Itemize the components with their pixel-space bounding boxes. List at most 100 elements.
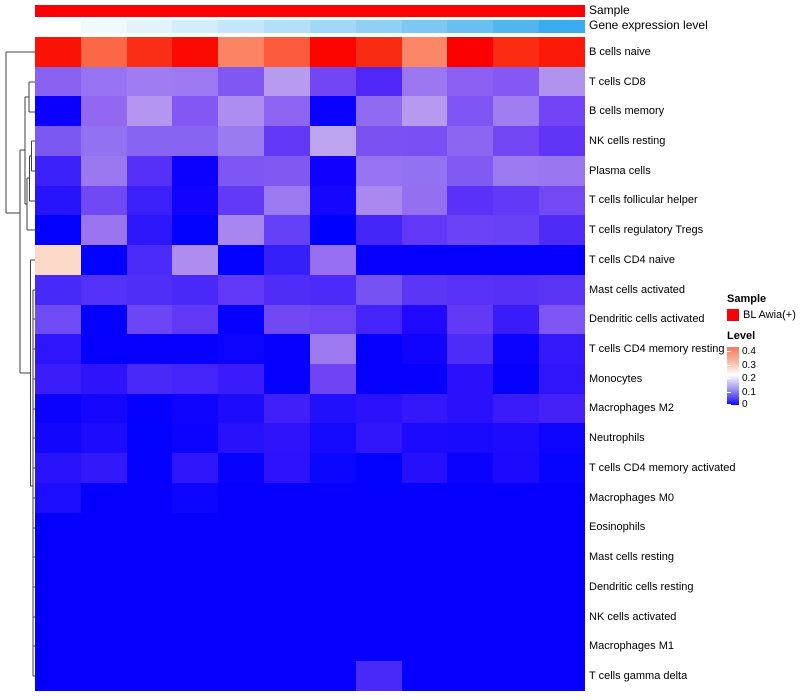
heatmap-cell [355, 572, 402, 602]
heatmap-cell [172, 126, 219, 156]
heatmap-cell [80, 304, 127, 335]
heatmap-cell [355, 423, 402, 454]
heatmap-cell [309, 126, 356, 156]
heatmap-cell [493, 601, 540, 632]
heatmap-cell [493, 542, 540, 573]
heatmap-cell [493, 37, 540, 67]
heatmap-cell [35, 334, 81, 364]
heatmap-cell [264, 215, 310, 246]
gene-annotation-step [218, 20, 265, 33]
heatmap-cell [126, 185, 173, 216]
row-label: T cells CD8 [589, 75, 646, 88]
heatmap-cell [126, 304, 173, 335]
heatmap-cell [126, 274, 173, 305]
row-label: Eosinophils [589, 521, 646, 534]
heatmap-cell [355, 661, 402, 691]
heatmap-cell [126, 126, 173, 156]
heatmap-cell [401, 661, 448, 691]
heatmap-cell [355, 453, 402, 483]
heatmap-cell [309, 363, 356, 394]
heatmap-cell [447, 274, 494, 305]
heatmap-cell [35, 572, 81, 602]
heatmap-cell [309, 542, 356, 573]
heatmap-cell [493, 185, 540, 216]
heatmap-cell [35, 126, 81, 156]
heatmap-cell [172, 423, 219, 454]
heatmap-cell [355, 482, 402, 513]
heatmap-cell [447, 542, 494, 573]
heatmap-cell [309, 155, 356, 186]
heatmap-cell [493, 245, 540, 275]
row-label: Macrophages M0 [589, 491, 674, 504]
heatmap-cell [264, 423, 310, 454]
level-tick-dash [727, 391, 731, 393]
heatmap-cell [355, 185, 402, 216]
sample-legend-swatch [727, 309, 739, 321]
heatmap-cell [539, 185, 585, 216]
heatmap-cell [309, 601, 356, 632]
heatmap-cell [126, 423, 173, 454]
heatmap-cell [355, 393, 402, 424]
heatmap-cell [126, 155, 173, 186]
sample-annotation-label: Sample [589, 3, 630, 17]
heatmap-cell [218, 96, 265, 127]
heatmap-cell [447, 37, 494, 67]
gene-annotation-step [172, 20, 219, 33]
heatmap-cell [126, 572, 173, 602]
heatmap-cell [35, 393, 81, 424]
heatmap-cell [309, 96, 356, 127]
heatmap-cell [218, 185, 265, 216]
row-label: T cells follicular helper [589, 194, 698, 207]
heatmap-cell [355, 363, 402, 394]
heatmap-cell [539, 572, 585, 602]
heatmap-cell [80, 96, 127, 127]
heatmap-cell [126, 66, 173, 97]
heatmap-cell [355, 512, 402, 543]
heatmap-cell [493, 482, 540, 513]
heatmap-cell [401, 66, 448, 97]
heatmap-cell [447, 66, 494, 97]
heatmap-cell [539, 453, 585, 483]
heatmap-cell [447, 393, 494, 424]
heatmap-cell [35, 661, 81, 691]
heatmap-cell [539, 661, 585, 691]
heatmap-cell [264, 631, 310, 662]
heatmap-cell [218, 542, 265, 573]
heatmap-cell [264, 572, 310, 602]
heatmap-cell [172, 631, 219, 662]
heatmap-cell [172, 245, 219, 275]
heatmap-cell [172, 601, 219, 632]
heatmap-cell [447, 155, 494, 186]
heatmap-cell [401, 482, 448, 513]
gene-annotation-step [539, 20, 585, 33]
heatmap-cell [493, 96, 540, 127]
heatmap-cell [401, 423, 448, 454]
heatmap-cell [309, 572, 356, 602]
row-label: Neutrophils [589, 432, 645, 445]
level-legend-title: Level [727, 330, 756, 342]
level-tick-dash [727, 378, 731, 379]
heatmap-cell [401, 126, 448, 156]
heatmap-cell [35, 601, 81, 632]
heatmap-cell [539, 631, 585, 662]
level-tick-label: 0.3 [742, 359, 756, 371]
heatmap-cell [126, 542, 173, 573]
heatmap-cell [493, 423, 540, 454]
row-label: NK cells activated [589, 610, 677, 623]
heatmap-cell [172, 453, 219, 483]
heatmap-cell [493, 215, 540, 246]
heatmap-cell [401, 37, 448, 67]
heatmap-cell [401, 572, 448, 602]
heatmap-cell [80, 215, 127, 246]
heatmap-cell [493, 393, 540, 424]
heatmap-cell [493, 363, 540, 394]
heatmap-cell [172, 66, 219, 97]
heatmap-cell [447, 215, 494, 246]
heatmap-cell [539, 274, 585, 305]
heatmap-cell [80, 245, 127, 275]
heatmap-cell [447, 126, 494, 156]
heatmap-cell [309, 512, 356, 543]
heatmap-cell [218, 661, 265, 691]
heatmap-cell [218, 453, 265, 483]
heatmap-cell [401, 393, 448, 424]
